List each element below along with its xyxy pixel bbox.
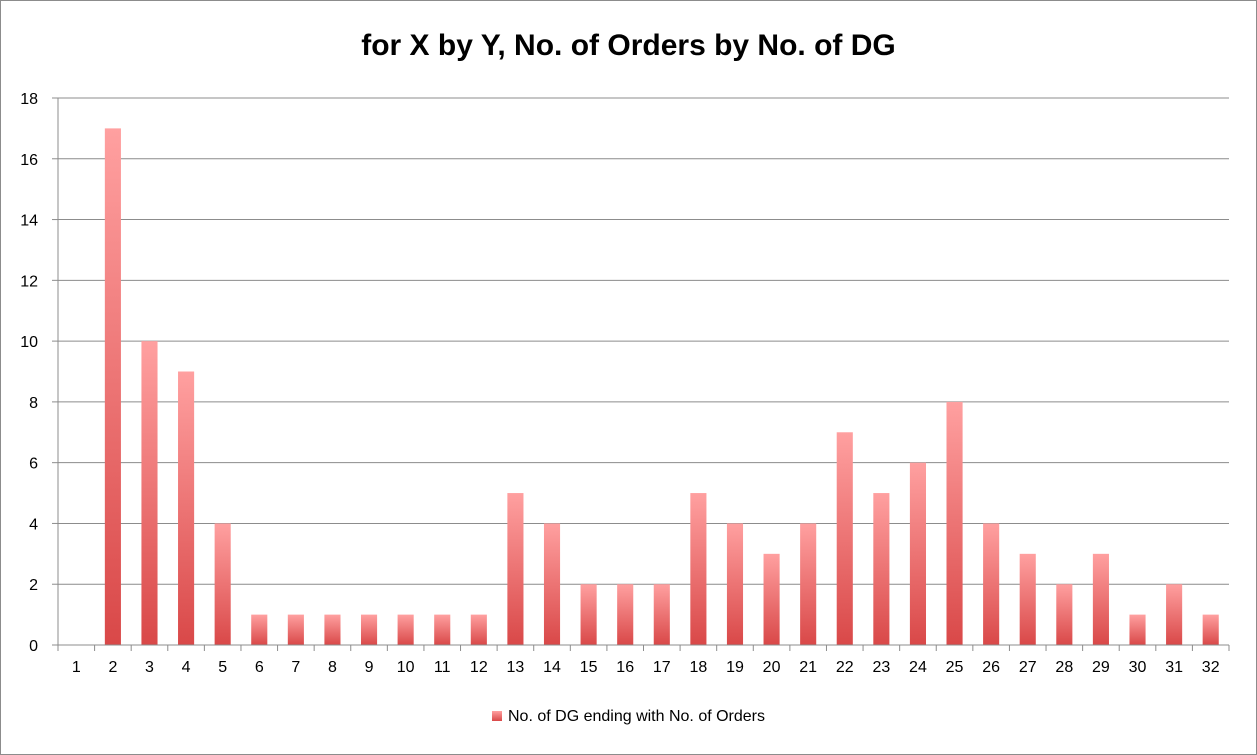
x-tick-label-5: 5 [218,659,227,676]
x-tick-label-32: 32 [1202,659,1220,676]
bar-17 [653,584,670,645]
bars [104,128,1219,645]
x-tick-label-31: 31 [1165,659,1183,676]
y-tick-label-10: 10 [20,334,38,351]
bar-15 [580,584,597,645]
x-tick-label-26: 26 [982,659,1000,676]
y-tick-label-8: 8 [29,395,38,412]
x-tick-label-11: 11 [434,659,451,676]
bar-14 [543,523,561,645]
bar-7 [287,614,304,645]
x-tick-label-17: 17 [653,659,671,676]
bar-24 [909,462,927,645]
x-tick-label-20: 20 [763,659,781,676]
x-tick-label-13: 13 [507,659,525,676]
bar-29 [1092,553,1109,645]
x-tick-label-29: 29 [1092,659,1110,676]
x-tick-label-4: 4 [182,659,191,676]
y-tick-labels: 0 2 4 6 8 10 12 14 16 18 [20,91,38,655]
x-tick-label-15: 15 [580,659,598,676]
bar-18 [690,493,707,645]
bar-10 [397,614,414,645]
x-tick-label-1: 1 [72,659,81,676]
y-tick-label-12: 12 [20,273,38,290]
x-tick-label-24: 24 [909,659,927,676]
legend-swatch [492,711,502,721]
bar-3 [141,341,158,645]
bar-32 [1202,614,1219,645]
x-tick-label-8: 8 [328,659,337,676]
x-tick-label-21: 21 [799,659,817,676]
bar-13 [507,493,524,645]
bar-23 [873,493,890,645]
bar-27 [1019,553,1036,645]
x-tick-label-9: 9 [365,659,374,676]
y-tick-label-4: 4 [29,516,38,533]
x-tick-label-30: 30 [1129,659,1147,676]
y-tick-label-6: 6 [29,456,38,473]
x-tick-label-28: 28 [1055,659,1073,676]
bar-4 [178,371,195,645]
x-tick-label-27: 27 [1019,659,1037,676]
x-tick-label-3: 3 [145,659,154,676]
bar-6 [251,614,268,645]
x-tick-labels: 1 2 3 4 5 6 7 8 9 10 11 12 13 14 15 16 17 18 19 20 21 22 23 24 2… [72,659,1220,676]
y-tick-label-16: 16 [20,152,38,169]
bar-25 [946,401,963,645]
bar-21 [800,523,817,645]
x-tick-label-14: 14 [543,659,561,676]
bar-11 [434,614,451,645]
bar-19 [726,523,744,645]
x-tick-label-6: 6 [255,659,264,676]
legend-label: No. of DG ending with No. of Orders [508,708,765,725]
x-tick-label-7: 7 [291,659,300,676]
bar-26 [983,523,1000,645]
bar-28 [1056,584,1073,645]
x-tick-label-18: 18 [689,659,707,676]
y-tick-label-14: 14 [20,213,38,230]
bar-20 [763,553,780,645]
x-tick-label-10: 10 [397,659,415,676]
bar-9 [360,614,378,645]
legend: No. of DG ending with No. of Orders [1,708,1256,726]
x-tick-label-2: 2 [108,659,117,676]
y-tick-label-18: 18 [20,91,38,108]
bar-5 [214,523,231,645]
bar-12 [470,614,487,645]
bar-8 [324,614,341,645]
bar-30 [1129,614,1146,645]
x-tick-label-12: 12 [470,659,488,676]
x-tick-label-23: 23 [872,659,890,676]
x-tick-label-19: 19 [726,659,744,676]
y-tick-label-2: 2 [29,577,38,594]
bar-31 [1166,584,1183,645]
chart-title: for X by Y, No. of Orders by No. of DG [361,29,896,62]
bar-22 [836,432,853,645]
axes [57,98,1230,651]
x-tick-label-25: 25 [946,659,964,676]
bar-2 [104,128,121,645]
x-tick-label-16: 16 [616,659,634,676]
x-tick-label-22: 22 [836,659,854,676]
y-tick-label-0: 0 [29,638,38,655]
grid-lines [52,97,1229,646]
bar-16 [617,584,634,645]
